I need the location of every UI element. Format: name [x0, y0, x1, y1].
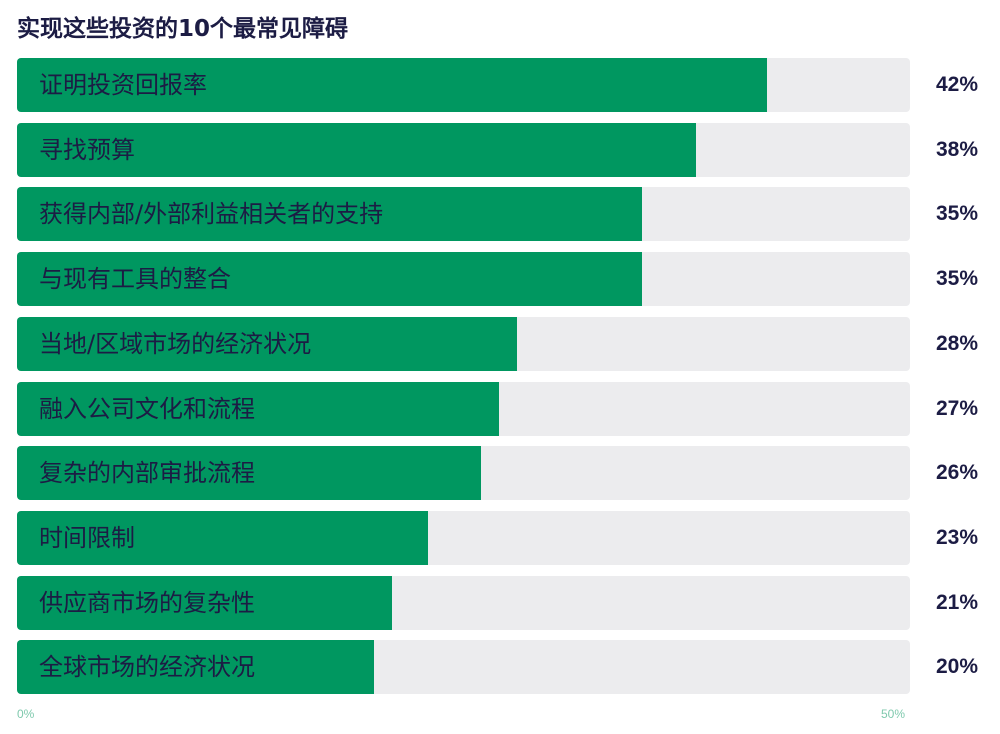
- bar-label: 融入公司文化和流程: [39, 395, 255, 423]
- bar: [17, 446, 482, 500]
- bar: [17, 640, 375, 694]
- bar-track: 融入公司文化和流程: [17, 382, 910, 436]
- bar-track: 复杂的内部审批流程: [17, 446, 910, 500]
- bar-value-label: 38%: [935, 138, 978, 161]
- bar-value-label: 26%: [935, 461, 978, 484]
- bar-track: 当地/区域市场的经济状况: [17, 317, 910, 371]
- bar-label: 全球市场的经济状况: [39, 653, 255, 681]
- bar-value-label: 27%: [935, 397, 978, 420]
- bar-value-label: 23%: [935, 526, 978, 549]
- bar-value-label: 35%: [935, 202, 978, 225]
- bar-label: 时间限制: [39, 524, 135, 552]
- bar: [17, 576, 393, 630]
- bar: [17, 187, 643, 241]
- x-tick-max: 50%: [881, 707, 906, 721]
- bar: [17, 511, 428, 565]
- bar-value-label: 20%: [935, 655, 978, 678]
- bar-value-label: 28%: [935, 332, 978, 355]
- bar-label: 证明投资回报率: [39, 71, 207, 99]
- bar-label: 供应商市场的复杂性: [39, 589, 255, 617]
- bar-label: 当地/区域市场的经济状况: [39, 330, 312, 358]
- bar-track: 获得内部/外部利益相关者的支持: [17, 187, 910, 241]
- x-tick-min: 0%: [17, 707, 35, 721]
- bar: [17, 252, 643, 306]
- bar-track: 供应商市场的复杂性: [17, 576, 910, 630]
- bar-value-label: 42%: [935, 73, 978, 96]
- bar-label: 复杂的内部审批流程: [39, 459, 255, 487]
- bar-track: 全球市场的经济状况: [17, 640, 910, 694]
- bar-value-label: 21%: [935, 591, 978, 614]
- bar-label: 获得内部/外部利益相关者的支持: [39, 200, 384, 228]
- bar: [17, 58, 768, 112]
- bar-track: 寻找预算: [17, 123, 910, 177]
- bar: [17, 317, 518, 371]
- bar-label: 寻找预算: [39, 136, 135, 164]
- bar-track: 与现有工具的整合: [17, 252, 910, 306]
- bar-track: 时间限制: [17, 511, 910, 565]
- chart-title: 实现这些投资的10个最常见障碍: [17, 16, 349, 42]
- bar-value-label: 35%: [935, 267, 978, 290]
- bar-track: 证明投资回报率: [17, 58, 910, 112]
- bar: [17, 123, 696, 177]
- bar: [17, 382, 500, 436]
- bar-label: 与现有工具的整合: [39, 265, 231, 293]
